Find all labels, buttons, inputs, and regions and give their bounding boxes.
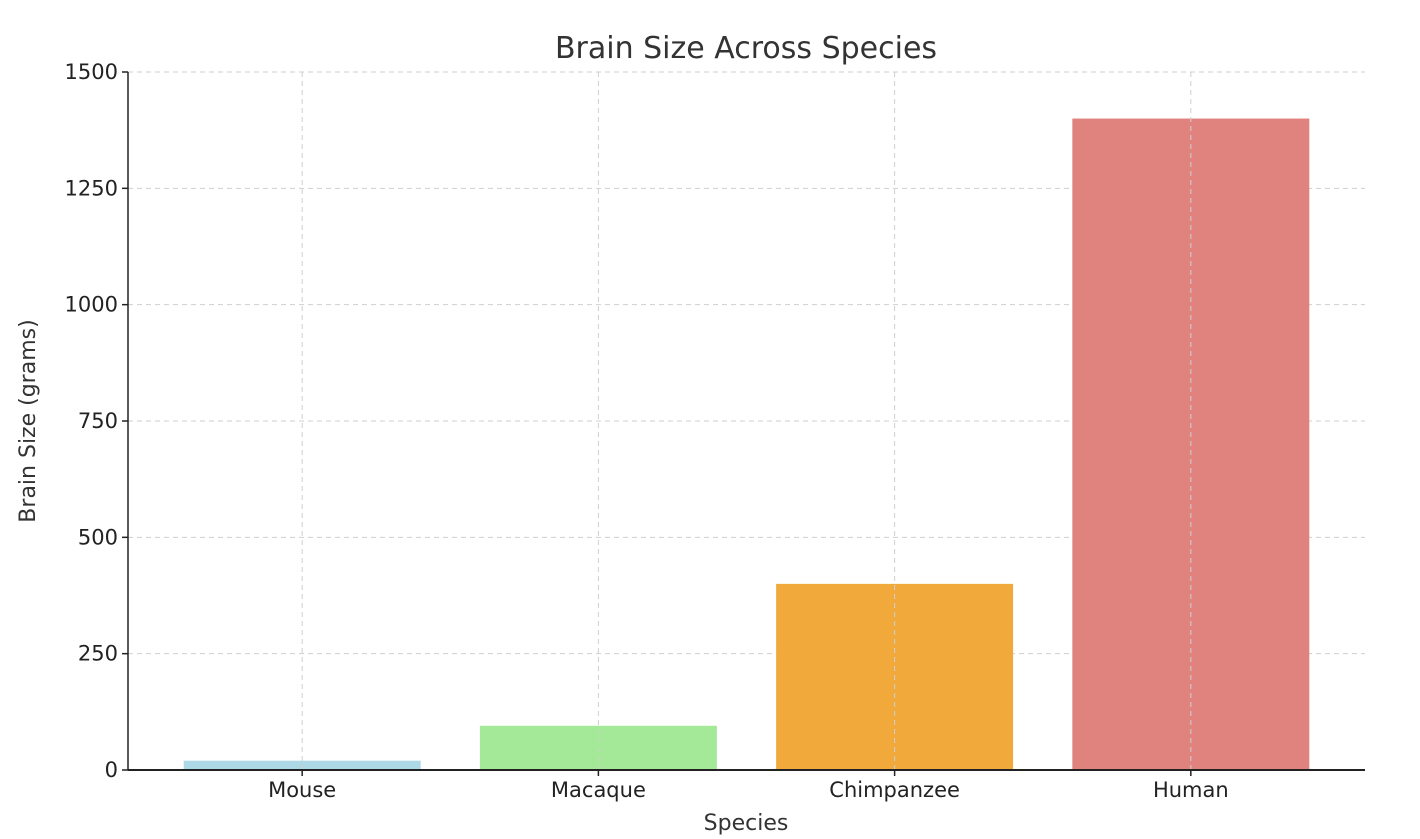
y-tick-label: 750	[78, 409, 118, 433]
chart-title: Brain Size Across Species	[555, 31, 937, 66]
x-tick-label: Chimpanzee	[829, 778, 960, 802]
y-tick-label: 500	[78, 525, 118, 549]
x-axis-label: Species	[704, 811, 789, 836]
y-axis-label: Brain Size (grams)	[16, 319, 41, 522]
y-tick-label: 250	[78, 642, 118, 666]
y-tick-label: 1500	[65, 60, 118, 84]
x-tick-label: Macaque	[551, 778, 646, 802]
y-tick-label: 1000	[65, 293, 118, 317]
y-tick-label: 0	[105, 758, 118, 782]
x-tick-label: Human	[1153, 778, 1229, 802]
y-tick-label: 1250	[65, 176, 118, 200]
x-tick-label: Mouse	[268, 778, 336, 802]
